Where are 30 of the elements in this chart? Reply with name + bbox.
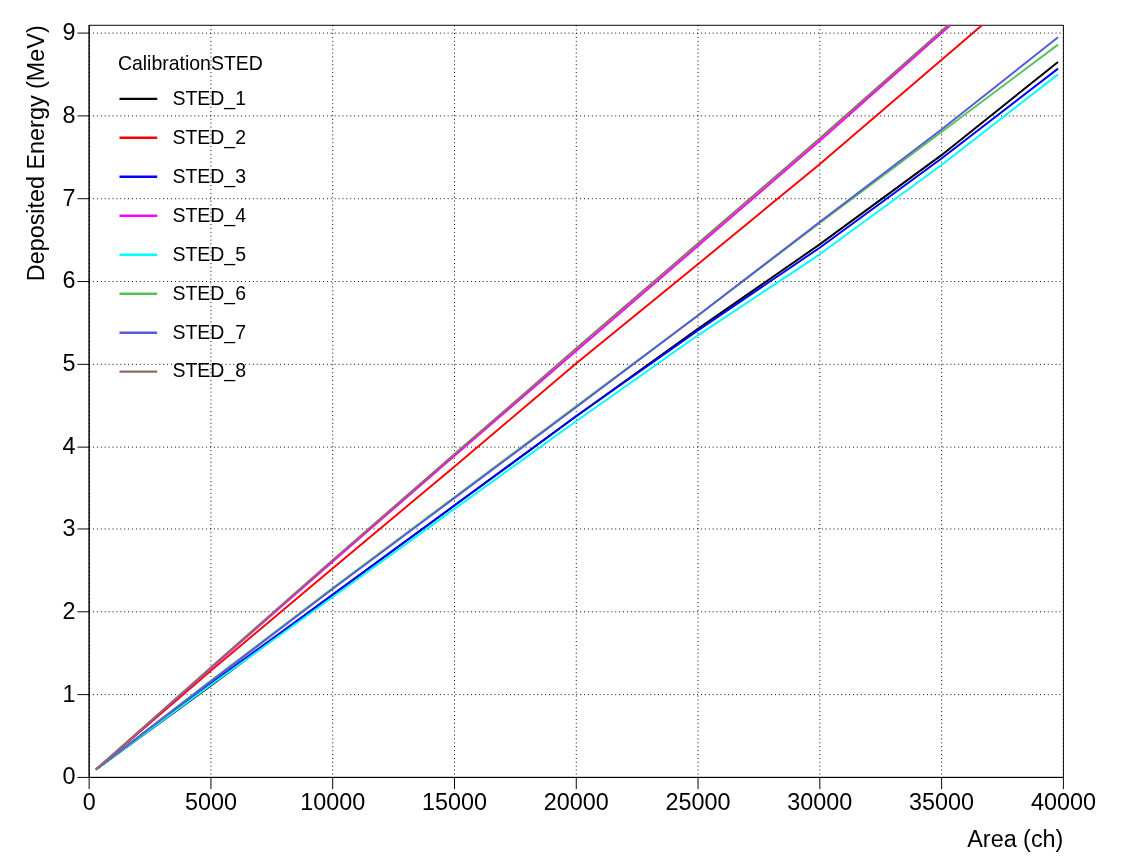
y-tick-label: 3 [62,515,76,542]
y-tick-label: 0 [62,763,76,790]
legend-label: STED_7 [172,320,247,344]
x-tick-label: 20000 [543,788,609,815]
legend-label: STED_8 [172,359,247,383]
x-tick-label: 15000 [421,788,487,815]
y-tick-label: 8 [62,102,76,129]
y-tick-label: 1 [62,680,76,707]
y-tick-label: 6 [62,267,76,294]
legend-label: STED_2 [172,125,247,149]
x-tick-label: 5000 [184,788,237,815]
x-tick-label: 25000 [665,788,731,815]
legend-title: CalibrationSTED [117,51,263,74]
legend-label: STED_1 [172,86,247,110]
legend-label: STED_5 [172,242,247,266]
x-axis-title: Area (ch) [967,825,1064,852]
y-tick-label: 4 [62,432,76,459]
x-tick-label: 35000 [909,788,975,815]
legend-label: STED_3 [172,164,247,188]
y-tick-label: 9 [62,19,76,46]
y-axis-title: Deposited Energy (MeV) [22,25,49,282]
y-tick-label: 7 [62,184,76,211]
x-tick-label: 40000 [1030,788,1096,815]
legend-label: STED_6 [172,281,247,305]
legend-label: STED_4 [172,203,247,227]
x-tick-label: 0 [82,788,96,815]
x-tick-label: 10000 [300,788,366,815]
y-tick-label: 2 [62,597,76,624]
x-tick-label: 30000 [787,788,853,815]
y-tick-label: 5 [62,349,76,376]
